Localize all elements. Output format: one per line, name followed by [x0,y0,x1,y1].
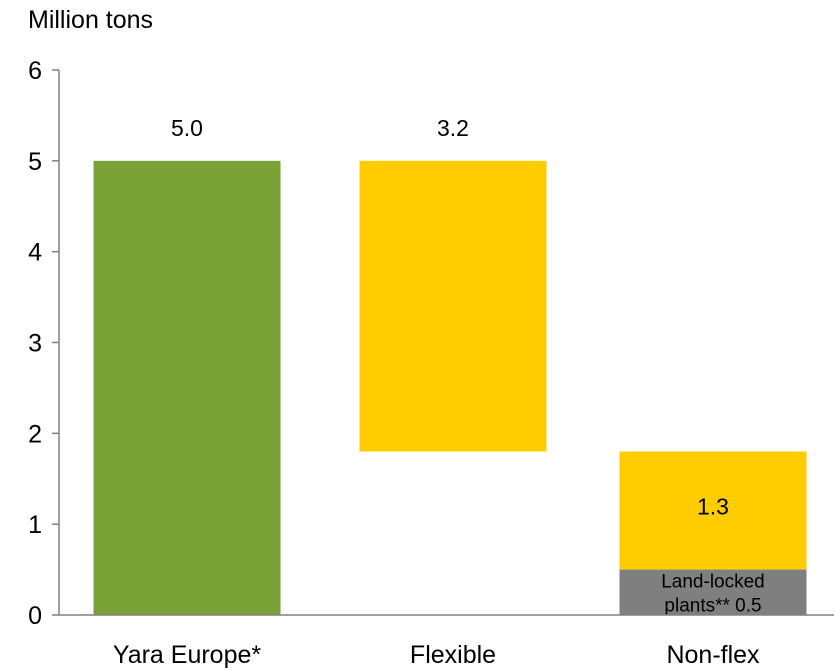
y-tick-label: 1 [28,511,42,539]
y-tick-label: 0 [28,602,42,630]
x-tick-label: Yara Europe* [113,641,262,669]
bars-group: 5.0 3.2 1.3 Land-locked plants** 0.5 [93,115,807,616]
x-axis: Yara Europe* Flexible Non-flex [59,614,834,669]
data-label: plants** 0.5 [664,595,761,616]
y-axis: 0 1 2 3 4 5 6 [28,57,60,630]
data-label: 1.3 [697,494,729,520]
data-label: Land-locked [661,571,765,592]
bar-segment [619,569,807,615]
bar-segment [619,451,807,570]
y-tick-label: 3 [28,330,42,358]
bar-segment [93,160,281,616]
y-tick-label: 4 [28,239,42,267]
y-tick-label: 6 [28,57,42,85]
data-label: 3.2 [437,115,469,141]
y-axis-label: Million tons [28,6,153,34]
x-tick-label: Non-flex [666,641,760,669]
y-tick-label: 5 [28,148,42,176]
x-tick-label: Flexible [410,641,496,669]
data-label: 5.0 [171,115,203,141]
y-tick-label: 2 [28,420,42,448]
bar-segment [359,160,547,452]
